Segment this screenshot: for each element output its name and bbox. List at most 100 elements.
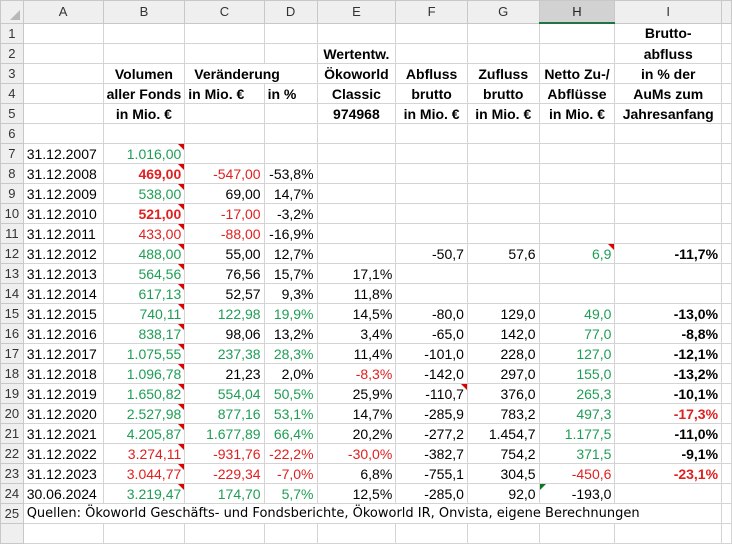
cell-C18[interactable]: 21,23 — [184, 363, 265, 384]
cell-B13[interactable]: 564,56 — [102, 263, 186, 284]
cell-G3[interactable]: Zufluss — [466, 63, 540, 84]
row-header[interactable]: 25 — [0, 503, 24, 524]
cell-B1[interactable] — [102, 22, 186, 44]
cell-F13[interactable] — [395, 263, 468, 284]
cell-B20[interactable]: 2.527,98 — [102, 403, 186, 424]
row-header[interactable]: 9 — [0, 183, 24, 204]
cell-E22[interactable]: -30,0% — [316, 443, 397, 464]
cell-D17[interactable]: 28,3% — [263, 343, 318, 364]
row-header[interactable]: 19 — [0, 383, 24, 404]
cell-A3[interactable] — [22, 63, 104, 84]
row-header[interactable]: 2 — [0, 43, 24, 64]
cell-A11[interactable]: 31.12.2011 — [22, 223, 104, 244]
cell-F1[interactable] — [395, 22, 468, 44]
cell-G1[interactable] — [466, 22, 540, 44]
cell-G12[interactable]: 57,6 — [466, 243, 540, 264]
cell-H13[interactable] — [538, 263, 616, 284]
row-header[interactable]: 17 — [0, 343, 24, 364]
cell-G2[interactable] — [466, 43, 540, 64]
cell-D20[interactable]: 53,1% — [263, 403, 318, 424]
cell-I17[interactable]: -12,1% — [614, 343, 723, 364]
cell-B6[interactable] — [102, 123, 186, 144]
cell-B26[interactable] — [102, 523, 186, 544]
cell-A15[interactable]: 31.12.2015 — [22, 303, 104, 324]
cell-F6[interactable] — [395, 123, 468, 144]
cell-D26[interactable] — [263, 523, 318, 544]
cell-E13[interactable]: 17,1% — [316, 263, 397, 284]
cell-I20[interactable]: -17,3% — [614, 403, 723, 424]
cell-B2[interactable] — [102, 43, 186, 64]
cell-F7[interactable] — [395, 143, 468, 164]
cell-C24[interactable]: 174,70 — [184, 483, 265, 504]
cell-D5[interactable] — [263, 103, 318, 124]
cell-F17[interactable]: -101,0 — [395, 343, 468, 364]
cell-B22[interactable]: 3.274,11 — [102, 443, 186, 464]
cell-H14[interactable] — [538, 283, 616, 304]
cell-H26[interactable] — [538, 523, 616, 544]
cell-D11[interactable]: -16,9% — [263, 223, 318, 244]
cell-E21[interactable]: 20,2% — [316, 423, 397, 444]
row-header[interactable]: 21 — [0, 423, 24, 444]
cell-G20[interactable]: 783,2 — [466, 403, 540, 424]
row-header[interactable]: 12 — [0, 243, 24, 264]
cell-G26[interactable] — [466, 523, 540, 544]
cell-C3[interactable]: Veränderung — [184, 63, 318, 84]
cell-X22[interactable] — [721, 443, 732, 464]
cell-A20[interactable]: 31.12.2020 — [22, 403, 104, 424]
cell-I16[interactable]: -8,8% — [614, 323, 723, 344]
cell-A14[interactable]: 31.12.2014 — [22, 283, 104, 304]
row-header[interactable]: 1 — [0, 22, 24, 44]
cell-I6[interactable] — [614, 123, 723, 144]
cell-B21[interactable]: 4.205,87 — [102, 423, 186, 444]
cell-I9[interactable] — [614, 183, 723, 204]
cell-B9[interactable]: 538,00 — [102, 183, 186, 204]
cell-F23[interactable]: -755,1 — [395, 463, 468, 484]
cell-F26[interactable] — [395, 523, 468, 544]
cell-E15[interactable]: 14,5% — [316, 303, 397, 324]
cell-X24[interactable] — [721, 483, 732, 504]
cell-B17[interactable]: 1.075,55 — [102, 343, 186, 364]
row-header[interactable]: 3 — [0, 63, 24, 84]
row-header[interactable]: 20 — [0, 403, 24, 424]
cell-C4[interactable]: in Mio. € — [184, 83, 265, 104]
cell-I21[interactable]: -11,0% — [614, 423, 723, 444]
cell-E3[interactable]: Ökoworld — [316, 63, 397, 84]
cell-D10[interactable]: -3,2% — [263, 203, 318, 224]
cell-D7[interactable] — [263, 143, 318, 164]
cell-I14[interactable] — [614, 283, 723, 304]
cell-A8[interactable]: 31.12.2008 — [22, 163, 104, 184]
cell-D21[interactable]: 66,4% — [263, 423, 318, 444]
cell-X6[interactable] — [721, 123, 732, 144]
cell-X17[interactable] — [721, 343, 732, 364]
cell-X1[interactable] — [721, 22, 732, 44]
cell-I23[interactable]: -23,1% — [614, 463, 723, 484]
cell-H2[interactable] — [538, 43, 616, 64]
cell-X15[interactable] — [721, 303, 732, 324]
cell-E19[interactable]: 25,9% — [316, 383, 397, 404]
cell-C17[interactable]: 237,38 — [184, 343, 265, 364]
column-header-A[interactable]: A — [22, 0, 104, 24]
row-header[interactable]: 4 — [0, 83, 24, 104]
cell-E17[interactable]: 11,4% — [316, 343, 397, 364]
row-header[interactable]: 18 — [0, 363, 24, 384]
column-header-F[interactable]: F — [395, 0, 468, 24]
cell-C22[interactable]: -931,76 — [184, 443, 265, 464]
cell-H22[interactable]: 371,5 — [538, 443, 616, 464]
cell-B10[interactable]: 521,00 — [102, 203, 186, 224]
cell-G21[interactable]: 1.454,7 — [466, 423, 540, 444]
cell-I3[interactable]: in % der — [614, 63, 723, 84]
cell-E11[interactable] — [316, 223, 397, 244]
cell-X3[interactable] — [721, 63, 732, 84]
cell-D23[interactable]: -7,0% — [263, 463, 318, 484]
cell-B7[interactable]: 1.016,00 — [102, 143, 186, 164]
cell-I4[interactable]: AuMs zum — [614, 83, 723, 104]
cell-F14[interactable] — [395, 283, 468, 304]
cell-X19[interactable] — [721, 383, 732, 404]
cell-F20[interactable]: -285,9 — [395, 403, 468, 424]
cell-D14[interactable]: 9,3% — [263, 283, 318, 304]
cell-E7[interactable] — [316, 143, 397, 164]
cell-B12[interactable]: 488,00 — [102, 243, 186, 264]
cell-D6[interactable] — [263, 123, 318, 144]
cell-D24[interactable]: 5,7% — [263, 483, 318, 504]
cell-B24[interactable]: 3.219,47 — [102, 483, 186, 504]
